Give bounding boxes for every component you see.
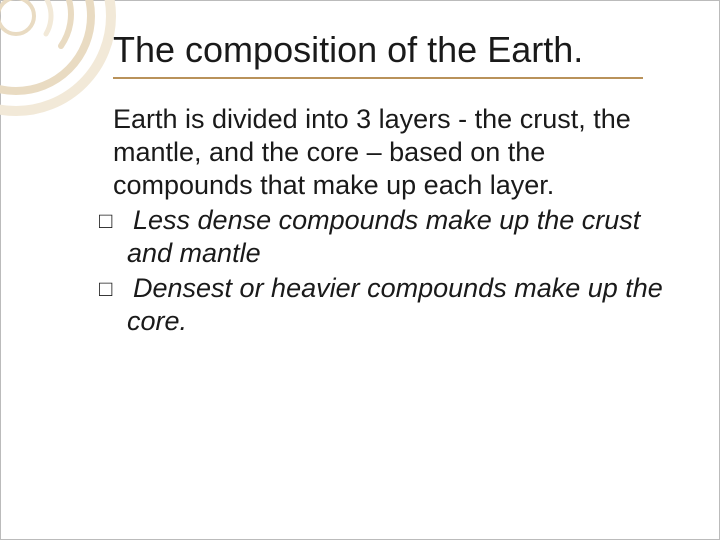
bullet-text: Densest or heavier compounds make up the… <box>127 273 663 336</box>
title-underline <box>113 77 643 79</box>
decorative-swirl <box>0 0 131 131</box>
bullet-list: □Less dense compounds make up the crust … <box>113 204 673 338</box>
body-paragraph: Earth is divided into 3 layers - the cru… <box>113 103 673 202</box>
bullet-item: □Less dense compounds make up the crust … <box>127 204 673 270</box>
checkbox-icon: □ <box>113 276 133 303</box>
checkbox-icon: □ <box>113 208 133 235</box>
bullet-item: □Densest or heavier compounds make up th… <box>127 272 673 338</box>
bullet-text: Less dense compounds make up the crust a… <box>127 205 640 268</box>
slide-body: Earth is divided into 3 layers - the cru… <box>113 103 673 338</box>
slide-title: The composition of the Earth. <box>113 29 679 71</box>
presentation-slide: The composition of the Earth. Earth is d… <box>0 0 720 540</box>
